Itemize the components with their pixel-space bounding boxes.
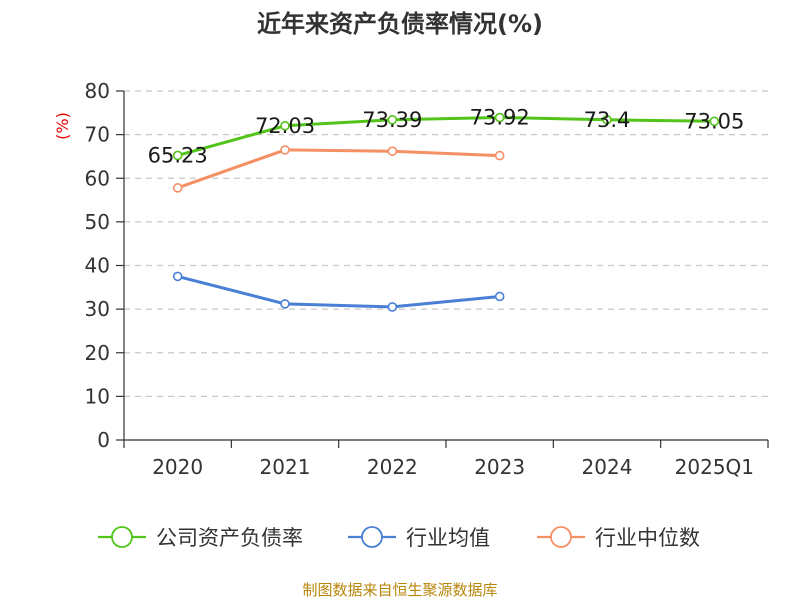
y-tick-label-30: 30 (85, 297, 110, 321)
y-tick-labels: 0 10 20 30 40 50 60 70 80 (85, 79, 110, 452)
series-2-point-2021 (280, 145, 290, 155)
legend: 公司资产负债率 行业均值 行业中位数 (98, 526, 700, 550)
data-label-2023: 73.92 (470, 106, 530, 130)
data-label-2021: 72.03 (255, 114, 315, 138)
y-axis-label: (%) (53, 112, 72, 140)
data-label-2024: 73.4 (584, 108, 631, 132)
series-2-point-2022 (387, 146, 398, 157)
series-1-point-2020 (172, 271, 183, 282)
series-line-0 (177, 116, 715, 157)
x-tick-label-2023: 2023 (474, 455, 525, 479)
series-0-point-2020 (172, 150, 183, 161)
series-1-point-2022 (387, 302, 398, 312)
y-tick-label-50: 50 (85, 210, 110, 234)
series-0-point-2021 (280, 120, 290, 131)
x-tick-labels: 2020 2021 2022 2023 2024 2025Q1 (152, 455, 754, 479)
y-tick-label-0: 0 (97, 428, 110, 452)
series-group (172, 112, 720, 312)
data-label-2020: 65.23 (148, 143, 208, 167)
series-1-point-2021 (280, 299, 290, 309)
y-tick-label-40: 40 (85, 254, 110, 278)
series-line-2 (177, 148, 500, 190)
x-tick-label-2022: 2022 (367, 455, 418, 479)
legend-marker-0 (111, 526, 133, 548)
x-tick-label-2024: 2024 (582, 455, 633, 479)
legend-label-1: 行业均值 (406, 526, 490, 550)
series-0-point-2025Q1 (709, 116, 720, 127)
series-2-point-2023 (494, 150, 505, 161)
y-tick-label-20: 20 (85, 341, 110, 365)
legend-marker-1 (361, 526, 383, 548)
series-0-point-2024 (602, 114, 612, 125)
legend-label-2: 行业中位数 (595, 526, 700, 550)
series-0-point-2023 (494, 112, 505, 123)
y-tick-label-70: 70 (85, 123, 110, 147)
series-line-1 (177, 274, 500, 309)
data-labels: 65.23 72.03 73.39 73.92 73.4 73.05 (148, 106, 745, 168)
chart-title: 近年来资产负债率情况(%) (257, 10, 543, 38)
legend-marker-2 (550, 526, 572, 548)
data-label-2025Q1: 73.05 (684, 109, 744, 133)
y-tick-label-10: 10 (85, 384, 110, 408)
legend-label-0: 公司资产负债率 (156, 526, 303, 550)
y-tick-label-60: 60 (85, 166, 110, 190)
series-2-point-2020 (172, 183, 183, 193)
data-label-2022: 73.39 (362, 108, 422, 132)
x-tick-label-2025Q1: 2025Q1 (675, 455, 754, 479)
x-tick-label-2021: 2021 (260, 455, 311, 479)
y-tick-label-80: 80 (85, 79, 110, 103)
x-tick-label-2020: 2020 (152, 455, 203, 479)
grid-lines (124, 90, 768, 397)
series-0-point-2022 (387, 115, 398, 125)
axes (116, 90, 769, 448)
data-source-note: 制图数据来自恒生聚源数据库 (302, 581, 497, 599)
series-1-point-2023 (494, 291, 505, 302)
